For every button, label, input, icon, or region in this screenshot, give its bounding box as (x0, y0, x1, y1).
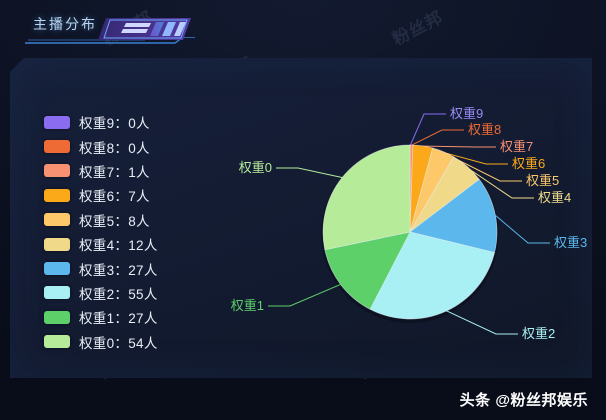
pie-slice-label-权重5: 权重5 (526, 173, 559, 188)
pie-leader-line-权重2 (445, 309, 518, 335)
pie-leader-line-权重0 (276, 167, 344, 179)
legend-label-weight-5: 权重5：8人 (79, 213, 150, 229)
legend-label-weight-4: 权重4：12人 (79, 238, 158, 254)
pie-leader-line-权重7 (411, 145, 496, 148)
legend-label-weight-2: 权重2：55人 (79, 286, 158, 302)
credit-handle: @粉丝邦娱乐 (495, 392, 588, 409)
legend-item-weight-2[interactable]: 权重2：55人 (44, 281, 219, 305)
legend-item-weight-6[interactable]: 权重6：7人 (44, 183, 219, 207)
legend-label-weight-9: 权重9：0人 (79, 116, 150, 132)
pie-slice-label-权重7: 权重7 (500, 139, 533, 154)
legend-swatch-weight-3 (44, 262, 70, 276)
legend-swatch-weight-9 (44, 115, 70, 129)
pie-slice-label-权重1: 权重1 (231, 298, 264, 313)
pie-slice-label-权重8: 权重8 (468, 122, 501, 137)
pie-slice-label-权重2: 权重2 (522, 326, 555, 341)
title-block: 主播分布 (25, 14, 195, 44)
legend-swatch-weight-1 (44, 310, 70, 324)
legend-item-weight-0[interactable]: 权重0：54人 (44, 330, 219, 354)
credit-line: 头条 @粉丝邦娱乐 (460, 389, 588, 410)
pie-slice-label-权重0: 权重0 (239, 160, 272, 175)
legend-swatch-weight-6 (44, 188, 70, 202)
pie-slice-label-权重6: 权重6 (512, 156, 545, 171)
legend-swatch-weight-8 (44, 140, 70, 154)
pie-chart: 权重9 权重8 权重7 权重6 权重5 权重4 权重3 权重2 权重1 权重0 (228, 92, 592, 378)
legend-label-weight-0: 权重0：54人 (79, 335, 158, 351)
legend-label-weight-3: 权重3：27人 (79, 262, 158, 278)
legend-swatch-weight-5 (44, 213, 70, 227)
legend-item-weight-7[interactable]: 权重7：1人 (44, 159, 219, 183)
pie-slice-权重0[interactable] (322, 144, 411, 251)
legend-label-weight-8: 权重8：0人 (79, 140, 150, 156)
legend-item-weight-5[interactable]: 权重5：8人 (44, 208, 219, 232)
pie-leader-line-权重1 (268, 283, 342, 307)
legend-item-weight-1[interactable]: 权重1：27人 (44, 305, 219, 329)
legend-swatch-weight-4 (44, 237, 70, 251)
pie-slice-权重3[interactable] (409, 178, 498, 253)
legend-item-weight-8[interactable]: 权重8：0人 (44, 134, 219, 158)
legend-item-weight-3[interactable]: 权重3：27人 (44, 256, 219, 280)
page-title: 主播分布 (33, 16, 97, 32)
legend-swatch-weight-0 (44, 335, 70, 349)
legend-label-weight-7: 权重7：1人 (79, 164, 150, 180)
credit-brand: 头条 (459, 392, 491, 409)
legend-swatch-weight-2 (44, 286, 70, 300)
pie-leader-line-权重3 (493, 214, 550, 244)
pie-leader-line-权重8 (409, 129, 464, 147)
header: 主播分布 (0, 0, 606, 58)
legend-swatch-weight-7 (44, 164, 70, 178)
legend: 权重9：0人 权重8：0人 权重7：1人 权重6：7人 权重5：8人 权重4：12人 权重3… (44, 110, 219, 354)
legend-label-weight-6: 权重6：7人 (79, 189, 150, 205)
pie-leader-line-权重9 (409, 113, 446, 147)
pie-slice-label-权重9: 权重9 (450, 106, 483, 121)
pie-slice-label-权重3: 权重3 (554, 235, 587, 250)
legend-item-weight-4[interactable]: 权重4：12人 (44, 232, 219, 256)
pie-slice-label-权重4: 权重4 (538, 190, 571, 205)
pie-leader-line-权重4 (466, 167, 534, 199)
brand-logo-icon (98, 18, 191, 40)
legend-item-weight-9[interactable]: 权重9：0人 (44, 110, 219, 134)
legend-label-weight-1: 权重1：27人 (79, 311, 158, 327)
